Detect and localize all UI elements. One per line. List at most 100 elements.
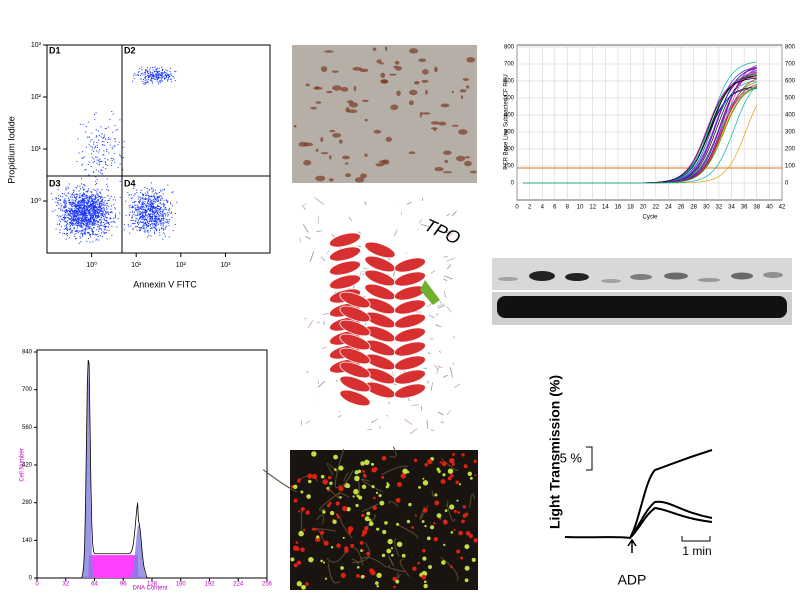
event-dot (63, 228, 65, 230)
event-dot (81, 220, 83, 222)
event-dot (73, 222, 75, 224)
event-dot (144, 204, 146, 206)
event-dot (99, 219, 101, 221)
event-dot (139, 67, 141, 69)
fluor-spot (463, 464, 468, 469)
event-dot (145, 72, 147, 74)
event-dot (98, 209, 100, 211)
event-dot (105, 217, 107, 219)
event-dot (96, 229, 98, 231)
flow-panel: Propidium Iodide Annexin V FITC D1 D2 D3… (6, 42, 271, 289)
event-dot (93, 150, 95, 152)
event-dot (77, 221, 79, 223)
event-dot (144, 219, 146, 221)
event-dot (84, 206, 86, 208)
fluor-spot (338, 486, 344, 492)
event-dot (157, 208, 159, 210)
side-chain (307, 320, 314, 328)
event-dot (80, 225, 82, 227)
event-dot (166, 201, 168, 203)
event-dot (142, 210, 144, 212)
fluor-spot (362, 529, 367, 535)
event-dot (99, 161, 101, 163)
event-dot (161, 69, 163, 71)
event-dot (123, 157, 125, 159)
fluor-spot (371, 467, 377, 473)
event-dot (143, 216, 145, 218)
fluor-spot (305, 510, 310, 515)
helix-turn (394, 355, 426, 371)
fluor-spot (293, 498, 298, 503)
event-dot (166, 79, 168, 81)
stain-spot (331, 70, 339, 73)
helix-turn (339, 375, 371, 393)
event-dot (86, 206, 88, 208)
event-dot (70, 213, 72, 215)
event-dot (87, 189, 89, 191)
x-tick-label: 96 (120, 582, 127, 588)
event-dot (87, 226, 89, 228)
event-dot (129, 214, 131, 216)
event-dot (106, 208, 108, 210)
event-dot (92, 203, 94, 205)
event-dot (87, 224, 89, 226)
fluor-spot (400, 473, 406, 479)
event-dot (150, 204, 152, 206)
fluor-spot (436, 513, 442, 518)
event-dot (165, 221, 167, 223)
fluor-spot (355, 503, 359, 508)
x-tick-label: 28 (690, 205, 697, 211)
event-dot (156, 220, 158, 222)
event-dot (138, 70, 140, 72)
event-dot (83, 204, 85, 206)
event-dot (79, 212, 81, 214)
event-dot (159, 74, 161, 76)
event-dot (168, 236, 170, 238)
fluor-spot (311, 473, 318, 480)
event-dot (104, 224, 106, 226)
event-dot (76, 202, 78, 204)
stain-spot (430, 127, 438, 130)
event-dot (86, 207, 88, 209)
event-dot (165, 199, 167, 201)
event-dot (154, 197, 156, 199)
event-dot (133, 187, 135, 189)
event-dot (103, 204, 105, 206)
event-dot (81, 208, 83, 210)
y-axis-label: Light Transmission (%) (547, 375, 563, 529)
event-dot (102, 154, 104, 156)
fluor-spot (467, 471, 472, 476)
event-dot (92, 227, 94, 229)
event-dot (85, 222, 87, 224)
event-dot (141, 212, 143, 214)
event-dot (140, 228, 142, 230)
event-dot (131, 212, 133, 214)
event-dot (140, 216, 142, 218)
x-tick-label: 224 (233, 582, 244, 588)
event-dot (137, 211, 139, 213)
event-dot (79, 225, 81, 227)
event-dot (114, 199, 116, 201)
event-dot (173, 77, 175, 79)
event-dot (85, 208, 87, 210)
event-dot (76, 227, 78, 229)
event-dot (142, 216, 144, 218)
event-dot (110, 208, 112, 210)
event-dot (64, 204, 66, 206)
event-dot (85, 219, 87, 221)
fluor-spot (307, 473, 313, 479)
event-dot (85, 218, 87, 220)
event-dot (168, 76, 170, 78)
stain-spot (464, 156, 471, 159)
event-dot (139, 208, 141, 210)
y-tick-label: 400 (504, 113, 515, 119)
pcr-panel: PCR Base Line Subtracted CF RFU Cycle (504, 44, 783, 221)
event-dot (69, 196, 71, 198)
event-dot (73, 210, 75, 212)
event-dot (87, 218, 89, 220)
event-dot (144, 231, 146, 233)
event-dot (92, 241, 94, 243)
event-dot (88, 214, 90, 216)
event-dot (112, 113, 114, 115)
event-dot (96, 178, 98, 180)
